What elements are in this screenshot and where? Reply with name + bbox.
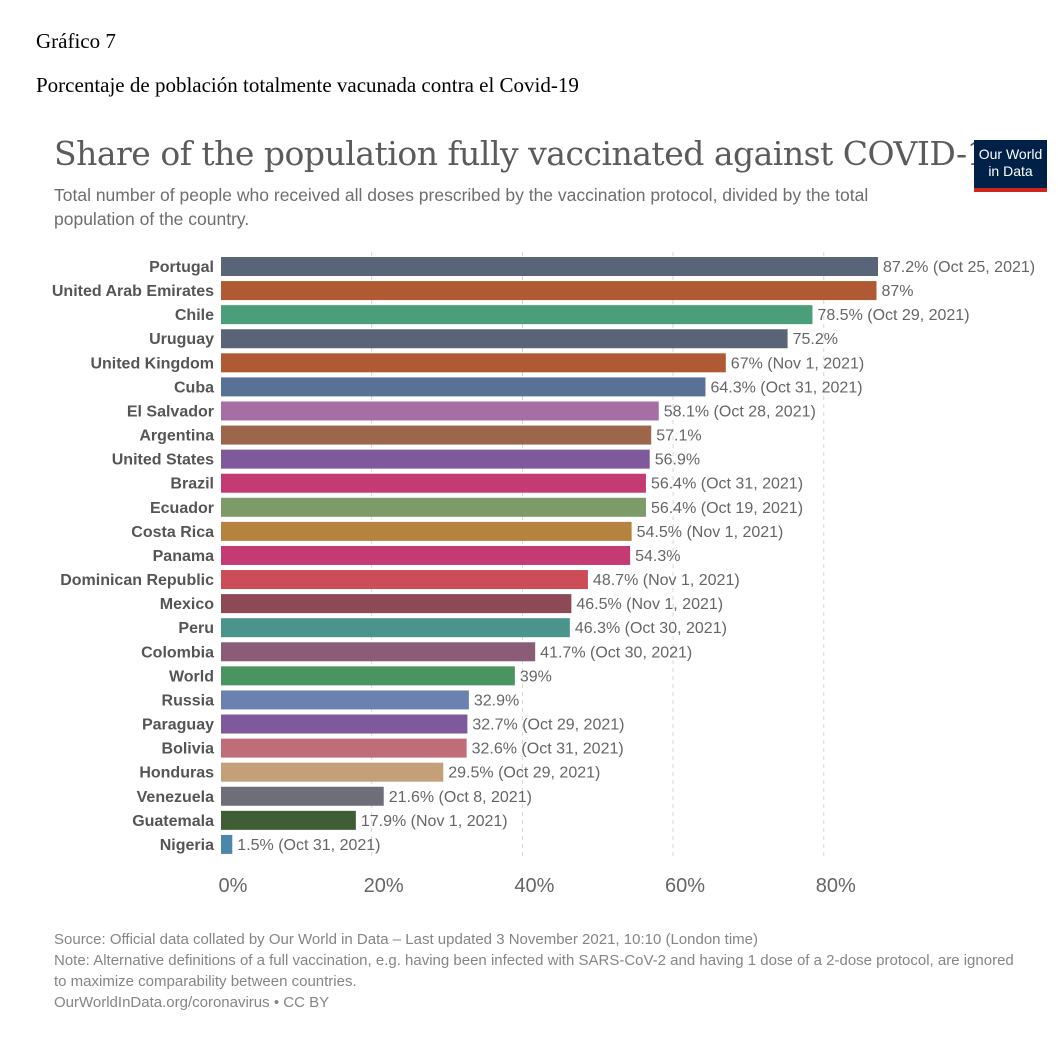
x-tick-label: 80% bbox=[816, 875, 856, 897]
methodology-note: Note: Alternative definitions of a full … bbox=[54, 952, 1014, 990]
bar[interactable] bbox=[221, 497, 646, 517]
value-label: 32.7% (Oct 29, 2021) bbox=[472, 717, 624, 734]
owid-logo[interactable]: Our World in Data bbox=[974, 140, 1047, 192]
category-label: Cuba bbox=[174, 379, 214, 396]
bar[interactable] bbox=[221, 570, 588, 590]
value-label: 17.9% (Nov 1, 2021) bbox=[361, 813, 508, 830]
bar[interactable] bbox=[221, 353, 726, 373]
value-labels: 87.2% (Oct 25, 2021) 87% 78.5% (Oct 29, 20… bbox=[237, 259, 1035, 854]
bar[interactable] bbox=[221, 425, 652, 445]
bar[interactable] bbox=[221, 762, 444, 782]
value-label: 78.5% (Oct 29, 2021) bbox=[817, 307, 969, 324]
bar[interactable] bbox=[221, 449, 650, 469]
document-label: Gráfico 7 bbox=[36, 29, 116, 53]
value-label: 87% bbox=[881, 283, 913, 300]
value-label: 1.5% (Oct 31, 2021) bbox=[237, 837, 380, 854]
logo-line-1: Our World bbox=[978, 146, 1043, 162]
category-label: Nigeria bbox=[160, 837, 214, 854]
category-label: Ecuador bbox=[150, 500, 214, 517]
category-label: United Kingdom bbox=[90, 355, 214, 372]
category-label: United Arab Emirates bbox=[52, 283, 214, 300]
value-label: 29.5% (Oct 29, 2021) bbox=[448, 765, 600, 782]
category-label: Russia bbox=[162, 692, 215, 709]
bar[interactable] bbox=[221, 666, 515, 686]
category-label: Argentina bbox=[139, 428, 214, 445]
category-label: Costa Rica bbox=[131, 524, 214, 541]
bar[interactable] bbox=[221, 738, 467, 758]
value-label: 67% (Nov 1, 2021) bbox=[731, 355, 864, 372]
value-label: 32.9% bbox=[474, 692, 519, 709]
category-label: Venezuela bbox=[137, 789, 214, 806]
category-label: Chile bbox=[175, 307, 214, 324]
value-label: 46.5% (Nov 1, 2021) bbox=[576, 596, 723, 613]
bar[interactable] bbox=[221, 834, 233, 854]
category-label: Peru bbox=[178, 620, 214, 637]
bar[interactable] bbox=[221, 545, 631, 565]
value-label: 56.4% (Oct 31, 2021) bbox=[651, 476, 803, 493]
x-axis-ticks: 0% 20% 40% 60% 80% bbox=[219, 875, 856, 897]
value-label: 41.7% (Oct 30, 2021) bbox=[540, 644, 692, 661]
value-label: 58.1% (Oct 28, 2021) bbox=[664, 403, 816, 420]
category-label: Brazil bbox=[170, 476, 214, 493]
category-label: Honduras bbox=[139, 765, 214, 782]
logo-line-2: in Data bbox=[988, 163, 1033, 179]
bar[interactable] bbox=[221, 257, 878, 276]
category-label: Dominican Republic bbox=[60, 572, 214, 589]
value-label: 21.6% (Oct 8, 2021) bbox=[389, 789, 532, 806]
value-label: 48.7% (Nov 1, 2021) bbox=[593, 572, 740, 589]
bar[interactable] bbox=[221, 281, 877, 301]
bar[interactable] bbox=[221, 642, 536, 662]
category-label: United States bbox=[112, 452, 214, 469]
category-label: Panama bbox=[153, 548, 214, 565]
value-label: 56.4% (Oct 19, 2021) bbox=[651, 500, 803, 517]
bar[interactable] bbox=[221, 377, 706, 397]
category-label: El Salvador bbox=[127, 403, 214, 420]
bar[interactable] bbox=[221, 618, 570, 638]
source-url: OurWorldInData.org/coronavirus • CC BY bbox=[54, 994, 330, 1011]
value-label: 54.3% bbox=[635, 548, 680, 565]
value-label: 39% bbox=[520, 668, 552, 685]
category-label: Paraguay bbox=[142, 717, 214, 734]
category-label: Portugal bbox=[149, 259, 214, 276]
x-tick-label: 40% bbox=[514, 875, 554, 897]
bar[interactable] bbox=[221, 594, 572, 614]
category-labels: Portugal United Arab Emirates Chile Uruguay… bbox=[52, 259, 214, 854]
value-label: 64.3% (Oct 31, 2021) bbox=[710, 379, 862, 396]
bar[interactable] bbox=[221, 786, 384, 806]
category-label: Bolivia bbox=[162, 741, 215, 758]
category-label: Guatemala bbox=[132, 813, 214, 830]
x-tick-label: 60% bbox=[665, 875, 705, 897]
source-note: Source: Official data collated by Our Wo… bbox=[54, 931, 759, 948]
bar[interactable] bbox=[221, 714, 468, 734]
bar[interactable] bbox=[221, 329, 788, 349]
value-label: 32.6% (Oct 31, 2021) bbox=[472, 741, 624, 758]
value-label: 54.5% (Nov 1, 2021) bbox=[637, 524, 784, 541]
value-label: 56.9% bbox=[655, 452, 700, 469]
value-label: 57.1% bbox=[656, 428, 701, 445]
bar[interactable] bbox=[221, 401, 659, 421]
bar[interactable] bbox=[221, 690, 469, 710]
value-label: 46.3% (Oct 30, 2021) bbox=[575, 620, 727, 637]
category-label: Colombia bbox=[141, 644, 214, 661]
bar[interactable] bbox=[221, 305, 813, 325]
bars bbox=[221, 257, 878, 854]
value-label: 75.2% bbox=[793, 331, 838, 348]
bar[interactable] bbox=[221, 521, 632, 541]
category-label: Uruguay bbox=[149, 331, 214, 348]
bar[interactable] bbox=[221, 810, 356, 830]
category-label: World bbox=[169, 668, 214, 685]
value-label: 87.2% (Oct 25, 2021) bbox=[883, 259, 1035, 276]
x-tick-label: 20% bbox=[364, 875, 404, 897]
x-tick-label: 0% bbox=[219, 875, 248, 897]
category-label: Mexico bbox=[160, 596, 214, 613]
chart-title: Share of the population fully vaccinated… bbox=[54, 134, 1008, 173]
chart-footer: Source: Official data collated by Our Wo… bbox=[54, 929, 1014, 1013]
bar[interactable] bbox=[221, 473, 646, 493]
chart-subtitle: Total number of people who received all … bbox=[54, 185, 869, 229]
document-caption: Porcentaje de población totalmente vacun… bbox=[36, 73, 579, 97]
